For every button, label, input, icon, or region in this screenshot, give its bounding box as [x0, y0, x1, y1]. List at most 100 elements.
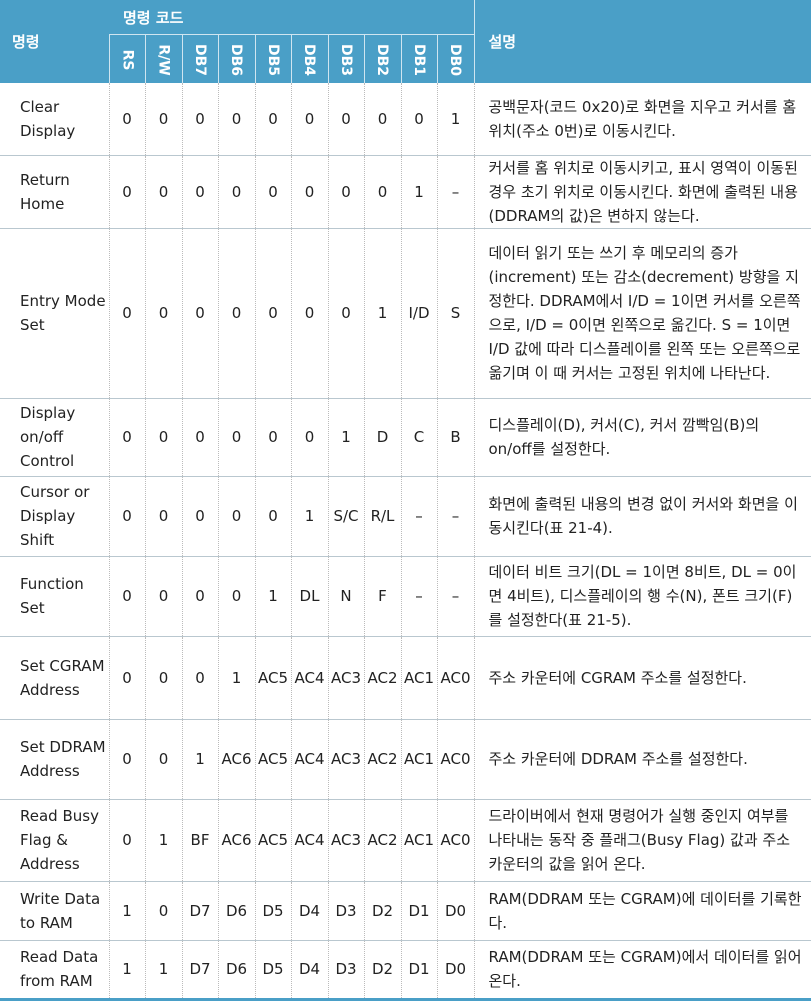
bit-value: 1 [108, 881, 145, 941]
command-description: 주소 카운터에 DDRAM 주소를 설정한다. [473, 719, 811, 800]
bit-value: 0 [108, 719, 145, 800]
bit-value: DL [290, 556, 328, 637]
bit-value: 1 [108, 940, 145, 1001]
bit-column-header: DB4 [290, 34, 328, 83]
bit-value: 0 [290, 228, 328, 399]
bit-value: AC1 [400, 636, 437, 720]
command-description: 디스플레이(D), 커서(C), 커서 깜빡임(B)의 on/off를 설정한다… [473, 398, 811, 477]
bit-value: D6 [217, 940, 255, 1001]
command-name: Read Busy Flag & Address [0, 799, 109, 882]
command-description: 화면에 출력된 내용의 변경 없이 커서와 화면을 이동시킨다(표 21-4). [473, 476, 811, 557]
bit-column-header: DB5 [254, 34, 291, 83]
bit-value: D [363, 398, 401, 477]
command-name: Write Data to RAM [0, 881, 109, 941]
bit-value: AC6 [217, 719, 255, 800]
bit-value: AC0 [436, 636, 474, 720]
bit-value: D4 [290, 940, 328, 1001]
bit-value: AC2 [363, 636, 401, 720]
bit-value: 0 [327, 83, 364, 156]
bit-value: S [436, 228, 474, 399]
bit-value: AC0 [436, 719, 474, 800]
bit-value: 1 [254, 556, 291, 637]
bit-value: 0 [290, 83, 328, 156]
bit-value: AC4 [290, 636, 328, 720]
bit-value: 0 [290, 155, 328, 229]
table-row: Cursor or Display Shift 0 0 0 0 0 1 S/C R/L – – 화면에… [0, 476, 811, 557]
bit-value: D5 [254, 881, 291, 941]
command-name: Set CGRAM Address [0, 636, 109, 720]
bit-value: 0 [254, 155, 291, 229]
bit-value: 0 [108, 476, 145, 557]
bit-value: 0 [108, 636, 145, 720]
bit-value: 0 [108, 398, 145, 477]
bit-column-header: DB0 [436, 34, 474, 83]
bit-value: 0 [108, 155, 145, 229]
command-name: Display on/off Control [0, 398, 109, 477]
bit-value: 0 [363, 155, 401, 229]
command-description: RAM(DDRAM 또는 CGRAM)에 데이터를 기록한다. [473, 881, 811, 941]
command-description: 데이터 읽기 또는 쓰기 후 메모리의 증가(increment) 또는 감소(… [473, 228, 811, 399]
bit-value: 1 [400, 155, 437, 229]
table-row: Function Set 0 0 0 0 1 DL N F – – 데이터 비트 크기(DL = 1이… [0, 556, 811, 637]
bit-value: 0 [400, 83, 437, 156]
bit-value: 0 [144, 398, 182, 477]
bit-value: 0 [254, 228, 291, 399]
command-description: 커서를 홈 위치로 이동시키고, 표시 영역이 이동된 경우 초기 위치로 이동… [473, 155, 811, 229]
table-header: 명령 명령 코드 설명 RS R/W DB7 DB6 DB5 DB4 DB3 DB2 DB1 DB… [0, 0, 811, 83]
command-description: 주소 카운터에 CGRAM 주소를 설정한다. [473, 636, 811, 720]
bit-header-label: DB4 [301, 43, 318, 77]
bit-value: 0 [254, 83, 291, 156]
command-description: 공백문자(코드 0x20)로 화면을 지우고 커서를 홈 위치(주소 0번)로 … [473, 83, 811, 156]
bit-value: 0 [217, 155, 255, 229]
bit-value: D2 [363, 940, 401, 1001]
bit-value: D4 [290, 881, 328, 941]
bit-value: 0 [181, 83, 218, 156]
bit-value: C [400, 398, 437, 477]
bit-value: D3 [327, 940, 364, 1001]
bit-value: D2 [363, 881, 401, 941]
bit-value: 0 [181, 398, 218, 477]
table-row: Set CGRAM Address 0 0 0 1 AC5 AC4 AC3 AC2 AC1 AC0 주… [0, 636, 811, 720]
bit-value: 0 [144, 881, 182, 941]
table-row: Read Busy Flag & Address 0 1 BF AC6 AC5 AC4 AC3… [0, 799, 811, 882]
bit-value: 1 [436, 83, 474, 156]
command-name: Read Data from RAM [0, 940, 109, 1001]
bit-value: 0 [181, 636, 218, 720]
bit-value: AC0 [436, 799, 474, 882]
table-row: Write Data to RAM 1 0 D7 D6 D5 D4 D3 D2 D1 D0 RAM(D… [0, 881, 811, 941]
command-name: Return Home [0, 155, 109, 229]
bit-value: 0 [181, 155, 218, 229]
bit-value: D7 [181, 940, 218, 1001]
bit-value: D1 [400, 940, 437, 1001]
bit-value: 0 [217, 476, 255, 557]
table-body: Clear Display 0 0 0 0 0 0 0 0 0 1 공백문자(코드 0x20)로 화면… [0, 83, 811, 1001]
bit-value: 1 [290, 476, 328, 557]
bit-value: 0 [181, 556, 218, 637]
bit-value: F [363, 556, 401, 637]
bit-value: 0 [254, 398, 291, 477]
bit-value: AC5 [254, 799, 291, 882]
bit-column-header: DB6 [217, 34, 255, 83]
bit-value: D6 [217, 881, 255, 941]
bit-column-header: R/W [144, 34, 182, 83]
command-column-header: 명령 [0, 0, 109, 83]
bit-value: D3 [327, 881, 364, 941]
bit-value: 0 [108, 556, 145, 637]
description-column-header: 설명 [473, 0, 811, 83]
bit-value: D0 [436, 940, 474, 1001]
bit-value: 0 [363, 83, 401, 156]
bit-value: 0 [217, 83, 255, 156]
table-row: Set DDRAM Address 0 0 1 AC6 AC5 AC4 AC3 AC2 AC1 AC… [0, 719, 811, 800]
bit-value: 0 [217, 398, 255, 477]
bit-value: 1 [217, 636, 255, 720]
bit-value: – [436, 476, 474, 557]
bit-value: 1 [144, 799, 182, 882]
table-row: Read Data from RAM 1 1 D7 D6 D5 D4 D3 D2 D1 D0 RAM(… [0, 940, 811, 1001]
bit-value: 1 [327, 398, 364, 477]
bit-value: AC2 [363, 719, 401, 800]
command-description: RAM(DDRAM 또는 CGRAM)에서 데이터를 읽어 온다. [473, 940, 811, 1001]
bit-value: AC6 [217, 799, 255, 882]
bit-value: 0 [144, 476, 182, 557]
bit-value: 0 [217, 556, 255, 637]
bit-value: 0 [290, 398, 328, 477]
